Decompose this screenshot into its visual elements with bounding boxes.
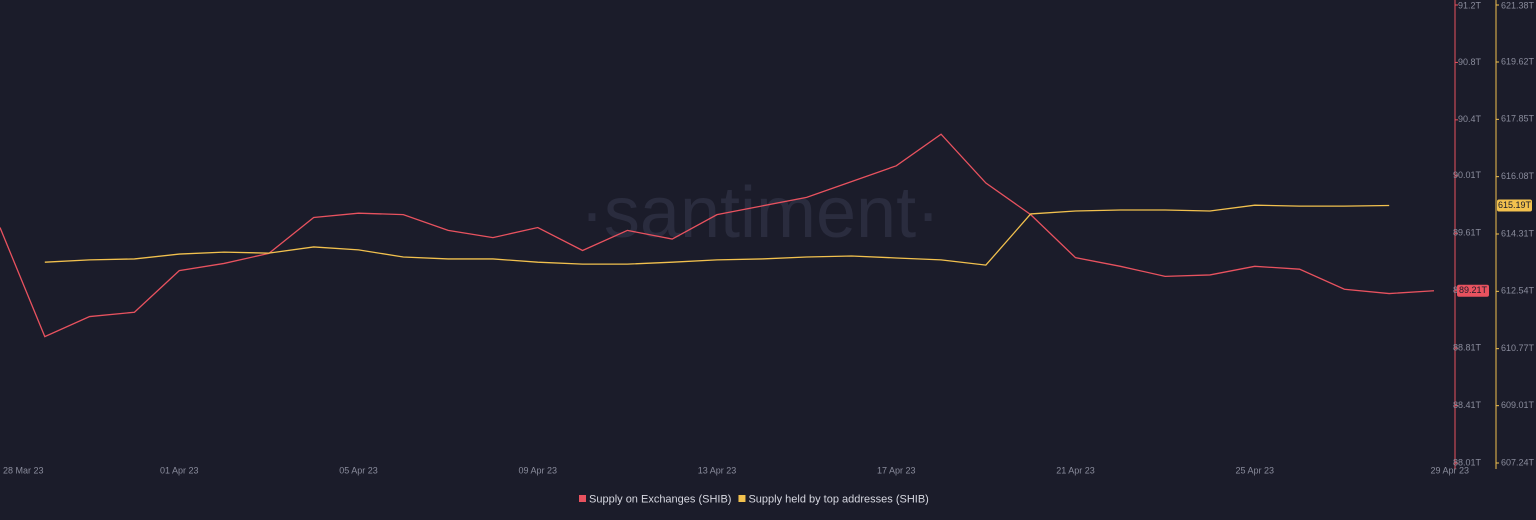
watermark: ·santiment· [580,173,940,253]
y2-tick-label: 617.85T [1501,114,1535,124]
series-line [0,133,1435,338]
x-tick-label: 21 Apr 23 [1056,465,1095,475]
legend-label: Supply on Exchanges (SHIB) [589,493,731,505]
y2-tick-label: 612.54T [1501,286,1535,296]
x-tick-label: 05 Apr 23 [339,465,378,475]
y-tick-label: 88.41T [1453,400,1482,410]
x-tick-label: 29 Apr 23 [1430,465,1469,475]
legend-swatch [738,495,746,502]
y2-tick-label: 610.77T [1501,343,1535,353]
y2-tick-label: 616.08T [1501,171,1535,181]
x-tick-label: 09 Apr 23 [518,465,557,475]
x-tick-label: 01 Apr 23 [160,465,199,475]
legend-swatch [579,495,586,502]
legend-label: Supply held by top addresses (SHIB) [748,493,928,505]
value-label-box [1457,284,1489,297]
series-line [44,204,1390,266]
x-tick-label: 17 Apr 23 [877,465,916,475]
value-label: 89.21T [1459,285,1488,295]
value-label-box [1497,199,1532,212]
x-tick-label: 25 Apr 23 [1235,465,1274,475]
y-tick-label: 88.81T [1453,343,1482,353]
x-tick-label: 13 Apr 23 [698,465,737,475]
y-tick-label: 90.01T [1453,170,1482,180]
y-tick-label: 89.61T [1453,228,1482,238]
y2-tick-label: 609.01T [1501,400,1535,410]
y2-tick-label: 619.62T [1501,56,1535,66]
y-tick-label: 88.01T [1453,457,1482,467]
y-tick-label: 90.4T [1458,114,1482,124]
y2-tick-label: 607.24T [1501,457,1535,467]
y2-tick-label: 621.38T [1501,0,1535,10]
x-tick-label: 28 Mar 23 [3,465,44,475]
y-tick-label: 90.8T [1458,57,1482,67]
value-label: 615.19T [1498,200,1532,210]
y-tick-label: 91.2T [1458,0,1482,10]
y2-tick-label: 614.31T [1501,228,1535,238]
